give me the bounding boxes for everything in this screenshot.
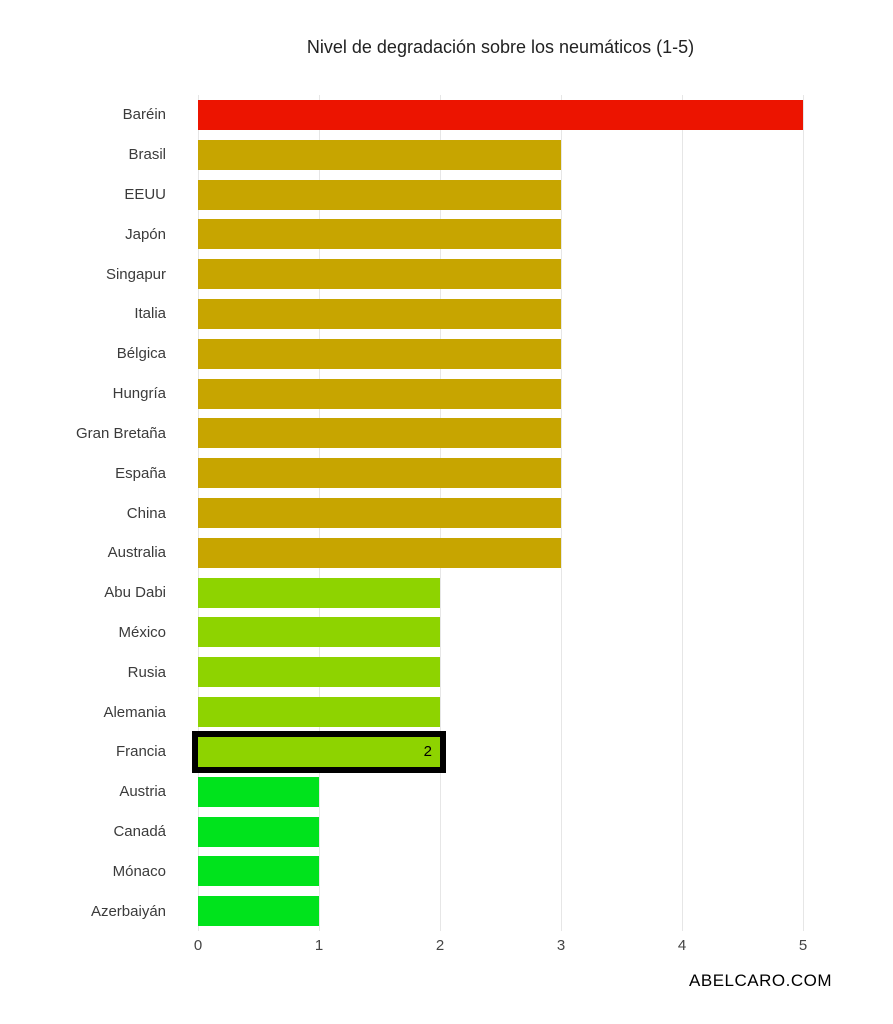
bar [198,418,561,449]
chart-row [198,95,803,135]
category-label: Italia [134,305,166,323]
chart-row [198,334,803,374]
chart-row [198,851,803,891]
chart-row [198,573,803,613]
chart-title: Nivel de degradación sobre los neumático… [306,37,695,57]
x-tick-label: 2 [435,937,445,954]
x-tick-label: 4 [677,937,687,954]
category-label: Baréin [122,106,166,124]
bar [198,259,561,290]
category-label: Hungría [112,385,166,403]
chart-row [198,294,803,334]
bar [198,99,803,130]
bar-value-label: 2 [423,743,432,761]
category-label: Brasil [128,146,166,164]
bar [198,617,440,648]
category-label: Canadá [113,823,166,841]
category-label: España [115,464,166,482]
chart-row [198,891,803,931]
category-label: Francia [115,743,166,761]
chart-row: 2 [198,732,803,772]
category-label: Singapur [105,265,166,283]
category-label: Alemania [103,703,166,721]
bar-highlighted: 2 [198,736,440,767]
bar [198,537,561,568]
chart-row [198,493,803,533]
bars: 2 [198,95,803,931]
chart-row [198,414,803,454]
x-axis: 0 1 2 3 4 5 [194,937,807,957]
category-label: Austria [119,783,166,801]
bar [198,219,561,250]
chart-row [198,214,803,254]
chart-row [198,613,803,653]
category-label: Azerbaiyán [90,902,166,920]
category-label: Gran Bretaña [75,424,166,442]
gridline [561,95,562,931]
category-label: EEUU [124,186,166,204]
gridline [803,95,804,931]
bar [198,856,319,887]
bar [198,298,561,329]
x-tick-label: 3 [556,937,566,954]
bar [198,139,561,170]
chart-row [198,175,803,215]
bar [198,657,440,688]
chart-row [198,374,803,414]
category-label: México [118,623,166,641]
watermark: ABELCARO.COM [689,971,832,990]
chart-row [198,453,803,493]
gridline [682,95,683,931]
bar [198,458,561,489]
x-tick-label: 1 [314,937,324,954]
bar [198,338,561,369]
bar [198,896,319,927]
category-label: Abu Dabi [104,584,166,602]
chart-row [198,772,803,812]
category-label: Rusia [127,663,166,681]
chart-row [198,135,803,175]
bar [198,816,319,847]
x-tick-label: 5 [798,937,808,954]
bar [198,697,440,728]
x-tick-label: 0 [193,937,203,954]
bar [198,577,440,608]
category-label: Mónaco [112,862,166,880]
category-labels: Baréin Brasil EEUU Japón Singapur Italia Bélgi… [0,95,166,931]
chart-row [198,533,803,573]
chart-row [198,254,803,294]
chart-row [198,812,803,852]
bar [198,378,561,409]
category-label: Japón [125,225,166,243]
category-label: China [126,504,166,522]
bar [198,776,319,807]
chart-row [198,692,803,732]
category-label: Bélgica [116,345,166,363]
chart-row [198,652,803,692]
bar [198,179,561,210]
category-label: Australia [107,544,166,562]
bar [198,498,561,529]
plot-area: 2 [198,95,804,931]
